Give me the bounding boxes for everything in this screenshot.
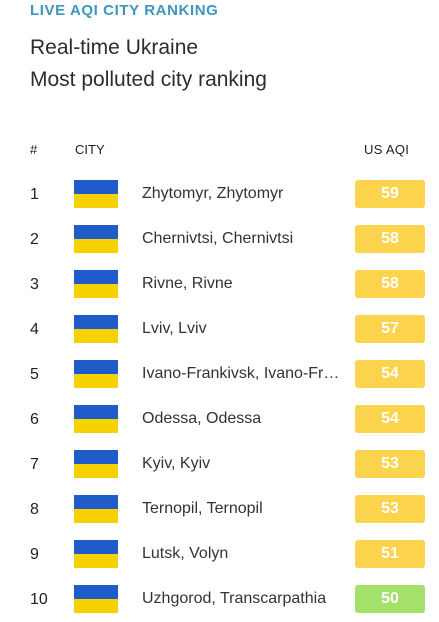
rank-number: 2	[30, 231, 39, 248]
aqi-badge: 53	[355, 450, 425, 478]
rank-number: 8	[30, 501, 39, 518]
table-row[interactable]: 1 Zhytomyr, Zhytomyr 59	[0, 172, 439, 217]
city-name-link[interactable]: Chernivtsi, Chernivtsi	[142, 230, 294, 247]
ukraine-flag-icon	[74, 225, 118, 253]
rank-number: 7	[30, 456, 39, 473]
rank-number: 10	[30, 591, 48, 608]
table-row[interactable]: 9 Lutsk, Volyn 51	[0, 532, 439, 577]
column-header-rank: #	[30, 142, 38, 157]
aqi-badge: 57	[355, 315, 425, 343]
ukraine-flag-icon	[74, 585, 118, 613]
ukraine-flag-icon	[74, 180, 118, 208]
rank-number: 6	[30, 411, 39, 428]
table-row[interactable]: 2 Chernivtsi, Chernivtsi 58	[0, 217, 439, 262]
aqi-badge: 51	[355, 540, 425, 568]
table-row[interactable]: 6 Odessa, Odessa 54	[0, 397, 439, 442]
city-name-link[interactable]: Ternopil, Ternopil	[142, 500, 263, 517]
page-subtitle: Most polluted city ranking	[30, 68, 267, 91]
rank-number: 1	[30, 186, 39, 203]
column-header-aqi: US AQI	[364, 142, 410, 157]
aqi-badge: 58	[355, 225, 425, 253]
ukraine-flag-icon	[74, 360, 118, 388]
city-name-link[interactable]: Lviv, Lviv	[142, 320, 207, 337]
ukraine-flag-icon	[74, 495, 118, 523]
rank-number: 5	[30, 366, 39, 383]
table-row[interactable]: 7 Kyiv, Kyiv 53	[0, 442, 439, 487]
page-title: Real-time Ukraine	[30, 36, 199, 59]
column-header-city: CITY	[75, 142, 105, 157]
ukraine-flag-icon	[74, 450, 118, 478]
table-row[interactable]: 3 Rivne, Rivne 58	[0, 262, 439, 307]
aqi-badge: 54	[355, 360, 425, 388]
rank-number: 3	[30, 276, 39, 293]
city-name-link[interactable]: Rivne, Rivne	[142, 275, 233, 292]
ukraine-flag-icon	[74, 315, 118, 343]
ukraine-flag-icon	[74, 270, 118, 298]
city-name-link[interactable]: Zhytomyr, Zhytomyr	[142, 185, 284, 202]
table-row[interactable]: 4 Lviv, Lviv 57	[0, 307, 439, 352]
ukraine-flag-icon	[74, 405, 118, 433]
ranking-list: 1 Zhytomyr, Zhytomyr 59 2 Chernivtsi, Cherni…	[0, 172, 439, 622]
city-name-link[interactable]: Odessa, Odessa	[142, 410, 262, 427]
section-kicker: LIVE AQI CITY RANKING	[30, 2, 219, 19]
city-name-link[interactable]: Kyiv, Kyiv	[142, 455, 211, 472]
city-name-link[interactable]: Ivano-Frankivsk, Ivano-Frankivsk	[142, 365, 345, 382]
aqi-badge: 50	[355, 585, 425, 613]
city-name-link[interactable]: Uzhgorod, Transcarpathia	[142, 590, 327, 607]
rank-number: 4	[30, 321, 39, 338]
ukraine-flag-icon	[74, 540, 118, 568]
table-row[interactable]: 10 Uzhgorod, Transcarpathia 50	[0, 577, 439, 622]
table-row[interactable]: 8 Ternopil, Ternopil 53	[0, 487, 439, 532]
table-row[interactable]: 5 Ivano-Frankivsk, Ivano-Frankivsk 54	[0, 352, 439, 397]
aqi-badge: 58	[355, 270, 425, 298]
aqi-badge: 54	[355, 405, 425, 433]
rank-number: 9	[30, 546, 39, 563]
aqi-badge: 53	[355, 495, 425, 523]
aqi-badge: 59	[355, 180, 425, 208]
city-name-link[interactable]: Lutsk, Volyn	[142, 545, 229, 562]
